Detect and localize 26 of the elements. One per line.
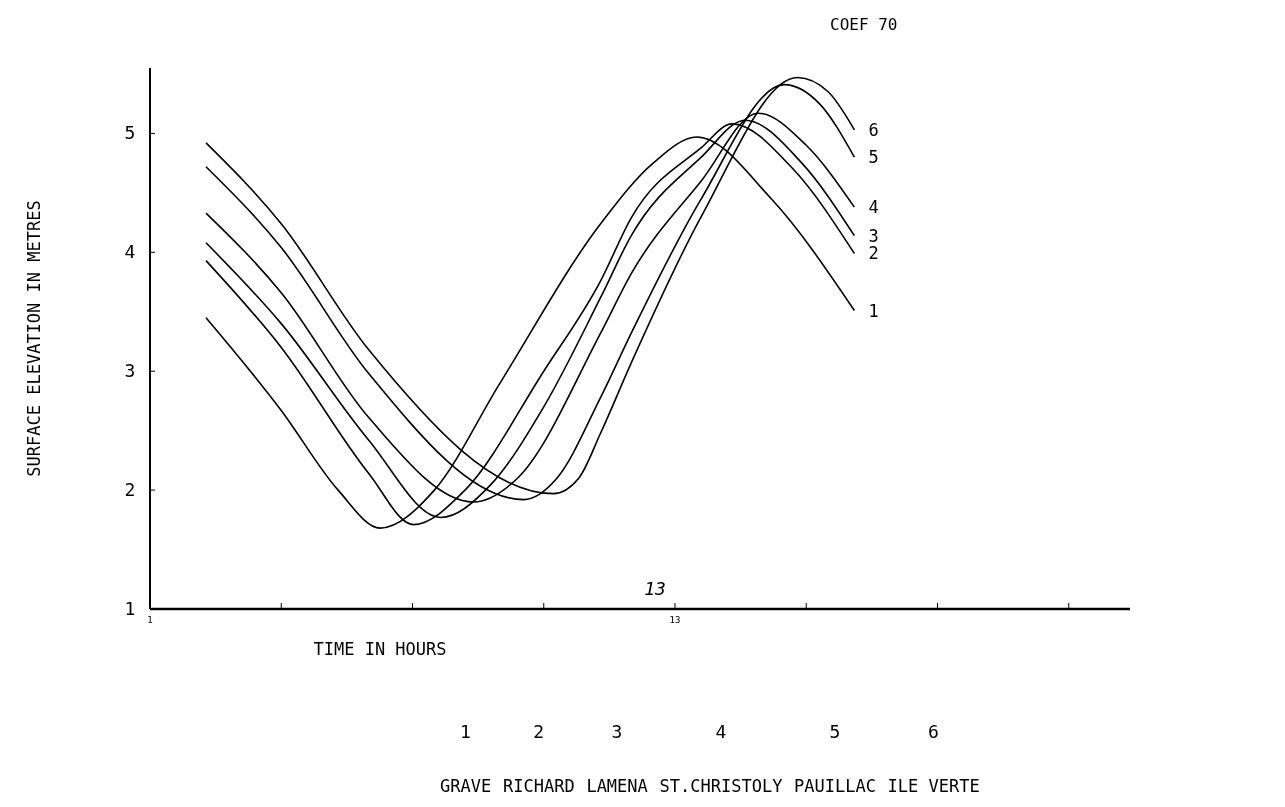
x-axis-title: TIME IN HOURS [313, 639, 447, 659]
text: 5 [829, 721, 841, 742]
text: 1 [460, 721, 471, 742]
text: 4 [715, 721, 727, 742]
text: ST.CHRISTOLY [659, 776, 783, 796]
series-label: 4 [868, 197, 879, 218]
series-label: 5 [868, 147, 879, 168]
text: PAUILLAC [794, 776, 876, 796]
text: GRAVE [440, 776, 492, 796]
y-tick-label: 2 [124, 479, 136, 501]
text: 2 [533, 721, 545, 742]
chart-title: COEF 70 [830, 15, 898, 34]
y-tick-label: 3 [124, 360, 136, 382]
text: ILE VERTE [887, 776, 980, 796]
series-label: 1 [868, 300, 879, 321]
text: LAMENA [586, 776, 648, 796]
series-label: 3 [868, 225, 879, 246]
y-tick-label: 5 [124, 122, 136, 144]
series-label: 6 [868, 119, 879, 140]
y-tick-label: 4 [124, 241, 136, 263]
annotation: 13 [644, 578, 666, 599]
text: RICHARD [503, 776, 575, 796]
text: 3 [611, 721, 623, 742]
series-label: 2 [868, 243, 879, 264]
text: 6 [928, 721, 939, 742]
y-axis-title: SURFACE ELEVATION IN METRES [24, 200, 44, 477]
